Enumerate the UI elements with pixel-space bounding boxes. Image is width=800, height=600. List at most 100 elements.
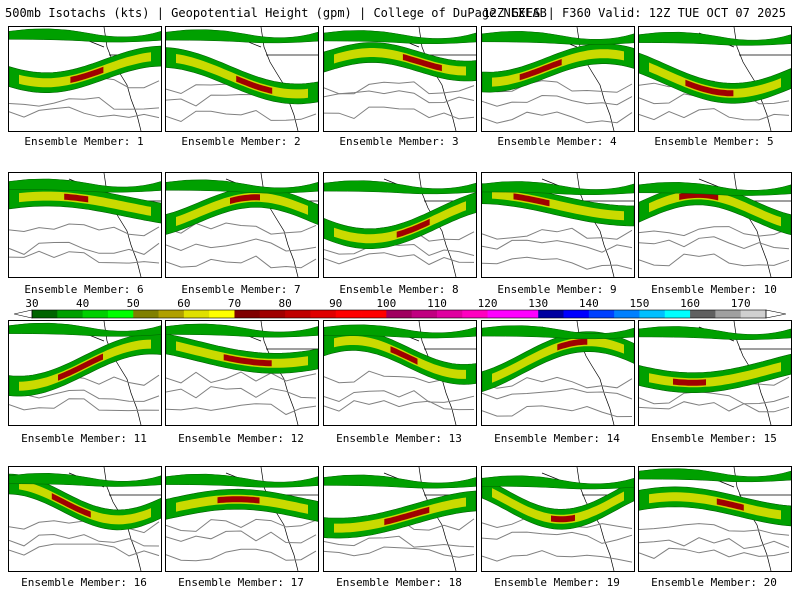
ensemble-member-label: Ensemble Member: 15 [651,432,777,445]
ensemble-member-label: Ensemble Member: 18 [336,576,462,589]
isotach-band-mid [176,54,308,99]
height-contour [482,111,633,124]
isotach-band-secondary [639,326,791,340]
colorbar-swatch [82,310,109,318]
height-contour [9,250,160,264]
colorbar-swatch [487,310,514,318]
height-contour [324,106,475,120]
ensemble-member-label: Ensemble Member: 14 [494,432,620,445]
height-contour [639,391,790,405]
height-contour [9,398,160,412]
isotach-band-mid [176,494,308,514]
isotach-band-secondary [324,30,476,45]
height-contour [324,390,475,403]
colorbar-swatch [715,310,742,318]
ensemble-member-label: Ensemble Member: 10 [651,283,777,296]
isotach-band-secondary [482,30,634,45]
isotach-jet-core [51,493,91,518]
ensemble-member-label: Ensemble Member: 20 [651,576,777,589]
ensemble-map-panel [638,26,792,132]
height-contour [166,109,317,123]
isotach-jet-core [58,353,103,381]
colorbar-swatch [234,310,261,318]
isotach-band-secondary [166,179,318,194]
colorbar-swatch [462,310,488,318]
height-contour [166,530,317,544]
ensemble-member-label: Ensemble Member: 1 [24,135,144,148]
jet-stream-map [639,27,791,131]
isotach-jet-core [551,514,575,523]
isotach-jet-core [70,66,104,83]
colorbar-swatch [411,310,438,318]
ensemble-member-label: Ensemble Member: 11 [21,432,147,445]
colorbar-swatch [259,310,286,318]
height-contour [639,253,790,267]
height-contour [639,547,790,559]
ensemble-member-label: Ensemble Member: 5 [654,135,774,148]
isotach-jet-core [402,54,442,72]
colorbar-swatch [209,310,235,318]
height-contour [482,387,633,400]
height-contour [639,236,790,250]
isotach-band-secondary [9,472,161,487]
colorbar-swatch [310,310,337,318]
ensemble-member-label: Ensemble Member: 17 [178,576,304,589]
isotach-band-secondary [9,322,161,337]
isotach-band-secondary [166,473,318,488]
colorbar-swatch [664,310,691,318]
jet-stream-map [166,27,318,131]
jet-stream-map [9,467,161,571]
jet-stream-map [482,467,634,571]
jet-stream-map [639,173,791,277]
colorbar-swatch [614,310,640,318]
colorbar-tick-label: 140 [579,297,599,310]
colorbar-tick-label: 110 [427,297,447,310]
isotach-jet-core [513,193,550,207]
isotach-jet-core [223,354,272,367]
ensemble-map-panel [481,26,635,132]
height-contour [482,531,633,544]
isotach-band-low [482,331,634,393]
colorbar-swatch [133,310,159,318]
height-contour [166,238,317,252]
height-contour [639,523,790,536]
ensemble-map-panel [165,26,319,132]
chart-title: 500mb Isotachs (kts) | Geopotential Heig… [5,6,547,20]
isotach-jet-core [557,338,588,351]
ensemble-map-panel [323,320,477,426]
colorbar-swatch [158,310,185,318]
jet-stream-map [166,467,318,571]
isotach-band-secondary [482,181,634,195]
isotach-jet-core [716,498,744,511]
isotach-band-low [482,477,634,530]
height-contour [166,403,317,416]
ensemble-map-panel [481,320,635,426]
jet-stream-map [9,27,161,131]
height-contour [482,256,633,270]
isotach-band-low [166,488,318,522]
colorbar-tick-label: 30 [25,297,38,310]
isotach-band-secondary [639,468,791,483]
height-contour [482,227,633,240]
height-contour [482,239,633,253]
colorbar-swatch [386,310,413,318]
ensemble-map-panel [8,26,162,132]
isotach-band-mid [492,488,624,524]
colorbar-swatch [107,310,134,318]
height-contour [324,81,475,95]
jet-stream-map [324,173,476,277]
ensemble-map-panel [323,26,477,132]
colorbar-tick-label: 80 [278,297,291,310]
colorbar-tick-label: 50 [127,297,140,310]
height-contour [9,543,160,557]
colorbar-right-arrow [765,309,786,319]
jet-stream-map [482,321,634,425]
ensemble-member-label: Ensemble Member: 8 [339,283,459,296]
ensemble-map-panel [638,172,792,278]
jet-stream-map [324,321,476,425]
colorbar-swatch [57,310,84,318]
colorbar-swatch [538,310,564,318]
colorbar-frame [31,309,767,319]
ensemble-map-panel [323,466,477,572]
isotach-jet-core [64,193,89,203]
